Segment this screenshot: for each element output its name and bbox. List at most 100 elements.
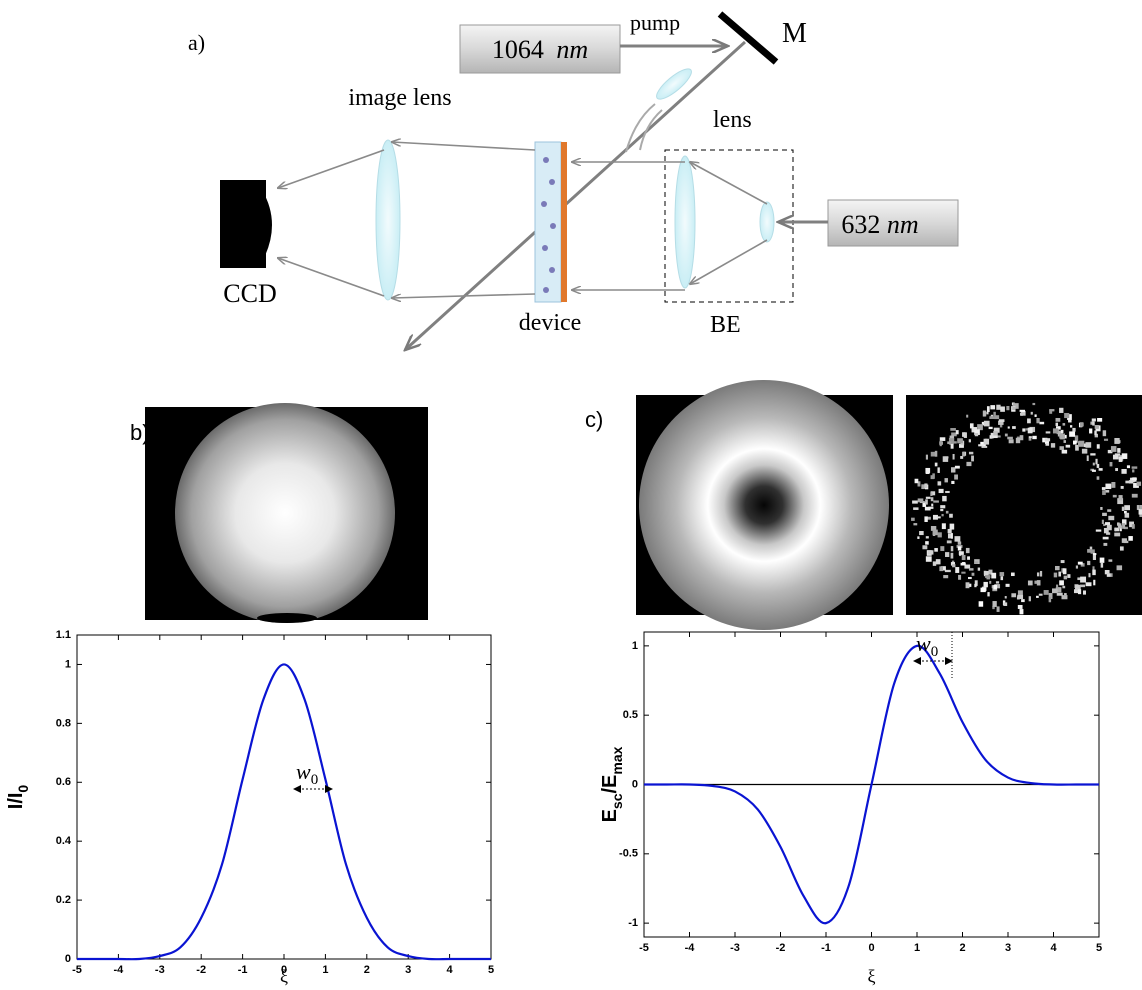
y-axis-label: I/I0	[5, 785, 31, 810]
speckle	[995, 581, 1000, 584]
speckle	[1131, 493, 1138, 498]
speckle	[1005, 583, 1010, 587]
speckle	[1120, 485, 1124, 489]
y-axis-label-part: sc	[609, 793, 625, 809]
x-tick-label: -2	[776, 942, 786, 954]
speckle	[1062, 568, 1067, 575]
speckle	[1080, 576, 1087, 583]
speckle	[981, 421, 985, 426]
speckle	[996, 435, 1001, 438]
speckle	[1139, 513, 1142, 517]
speckle	[1075, 565, 1079, 569]
speckle	[1114, 453, 1121, 456]
probe-laser-box	[827, 199, 959, 247]
x-tick-label: 1	[322, 964, 328, 976]
speckle	[1055, 426, 1061, 430]
speckle	[989, 580, 992, 584]
speckle	[921, 484, 927, 490]
speckle	[1105, 483, 1112, 490]
speckle	[950, 546, 954, 552]
speckle	[1115, 468, 1118, 472]
speckle	[1103, 527, 1109, 534]
x-axis-label: ξ	[280, 966, 288, 986]
speckle	[1064, 593, 1067, 596]
speckle	[983, 581, 988, 588]
speckle	[948, 437, 955, 444]
speckle	[940, 505, 946, 509]
speckle-image	[906, 395, 1142, 615]
device-particles	[541, 157, 556, 293]
speckle	[996, 404, 1001, 410]
x-tick-label: 3	[1005, 942, 1011, 954]
speckle	[1114, 527, 1117, 532]
speckle	[1053, 572, 1058, 578]
speckle	[934, 548, 938, 552]
speckle	[1079, 422, 1084, 427]
speckle	[925, 556, 932, 562]
speckle	[1082, 590, 1086, 595]
speckle	[965, 547, 970, 554]
speckle	[1043, 590, 1049, 595]
speckle	[1106, 524, 1112, 531]
speckle	[966, 461, 972, 467]
width-annotation: w0	[916, 631, 938, 660]
speckle	[974, 561, 978, 564]
speckle	[1044, 438, 1051, 442]
speckle	[936, 516, 941, 519]
x-tick-label: 2	[959, 942, 965, 954]
speckle	[930, 451, 936, 457]
speckle	[957, 438, 963, 444]
speckle	[932, 561, 937, 566]
speckle	[922, 545, 928, 550]
speckle	[1091, 469, 1096, 472]
speckle	[1112, 454, 1119, 460]
speckle	[1102, 430, 1107, 437]
x-tick-label: 5	[1096, 942, 1102, 954]
speckle	[1125, 480, 1131, 484]
data-line	[76, 663, 491, 961]
speckle	[990, 405, 996, 410]
speckle	[1095, 529, 1102, 532]
y-tick-label: 1	[65, 658, 71, 670]
speckle	[1032, 435, 1037, 440]
speckle	[925, 467, 931, 473]
speckle	[954, 536, 961, 542]
speckle	[1112, 494, 1117, 498]
speckle	[1078, 440, 1085, 444]
x-tick-label: 0	[281, 964, 287, 976]
y-tick-label: 0	[65, 953, 71, 965]
speckle	[1110, 446, 1117, 452]
speckle	[969, 423, 974, 429]
speckle	[939, 566, 944, 572]
speckle	[1027, 427, 1033, 434]
ccd-camera	[220, 180, 266, 268]
speckle	[1103, 438, 1109, 441]
speckle	[1049, 409, 1055, 412]
speckle	[1122, 523, 1126, 529]
speckle	[974, 432, 979, 437]
speckle	[925, 454, 928, 460]
speckle	[1039, 570, 1043, 577]
speckle	[1099, 557, 1105, 563]
speckle	[942, 456, 949, 462]
speckle	[1049, 411, 1053, 414]
speckle	[925, 499, 928, 505]
speckle	[959, 443, 964, 448]
speckle	[1085, 442, 1092, 448]
speckle	[986, 406, 990, 413]
x-tick-label: -1	[238, 964, 248, 976]
speckle	[1131, 466, 1138, 469]
speckle	[1092, 566, 1095, 573]
speckle	[1067, 574, 1071, 578]
speckle	[1068, 419, 1072, 423]
speckle	[992, 435, 998, 439]
x-tick-label: 5	[488, 964, 494, 976]
speckle	[954, 474, 958, 480]
speckle	[964, 564, 971, 569]
speckle	[1096, 476, 1100, 480]
speckle	[1073, 589, 1080, 594]
speckle	[993, 584, 998, 590]
speckle	[1092, 553, 1097, 556]
speckle	[1067, 414, 1072, 420]
expander-lens-large	[674, 155, 696, 289]
